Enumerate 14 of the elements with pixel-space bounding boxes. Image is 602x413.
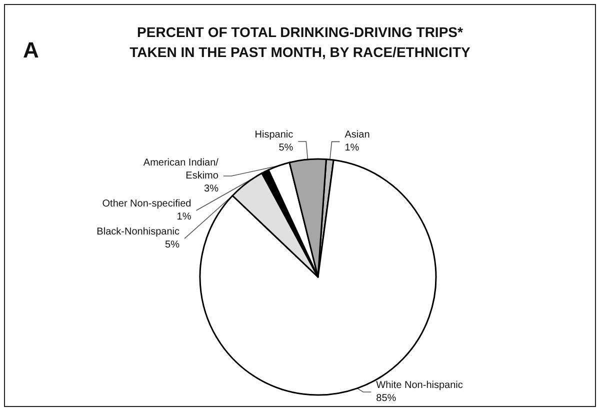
slice-label: Hispanic [254,130,294,141]
data-label: 5% [165,240,180,251]
slice-label: Other Non-specified [102,198,192,210]
slice-label: Black-Nonhispanic [96,226,180,238]
slice-label: American Indian/Eskimo [143,158,219,182]
slice-label: Asian [344,130,370,141]
data-label: 1% [176,212,192,223]
data-label: 3% [204,184,219,195]
slice-label: White Non-hispanic [376,380,463,391]
text: A [23,38,39,62]
data-label: 5% [278,142,294,154]
chart-title: PERCENT OF TOTAL DRINKING-DRIVING TRIPS* TAKEN IN THE PAST MONTH, BY RACE/ETHNICITY [130,24,471,60]
data-label: 85% [376,393,396,404]
data-label: 1% [344,142,360,154]
